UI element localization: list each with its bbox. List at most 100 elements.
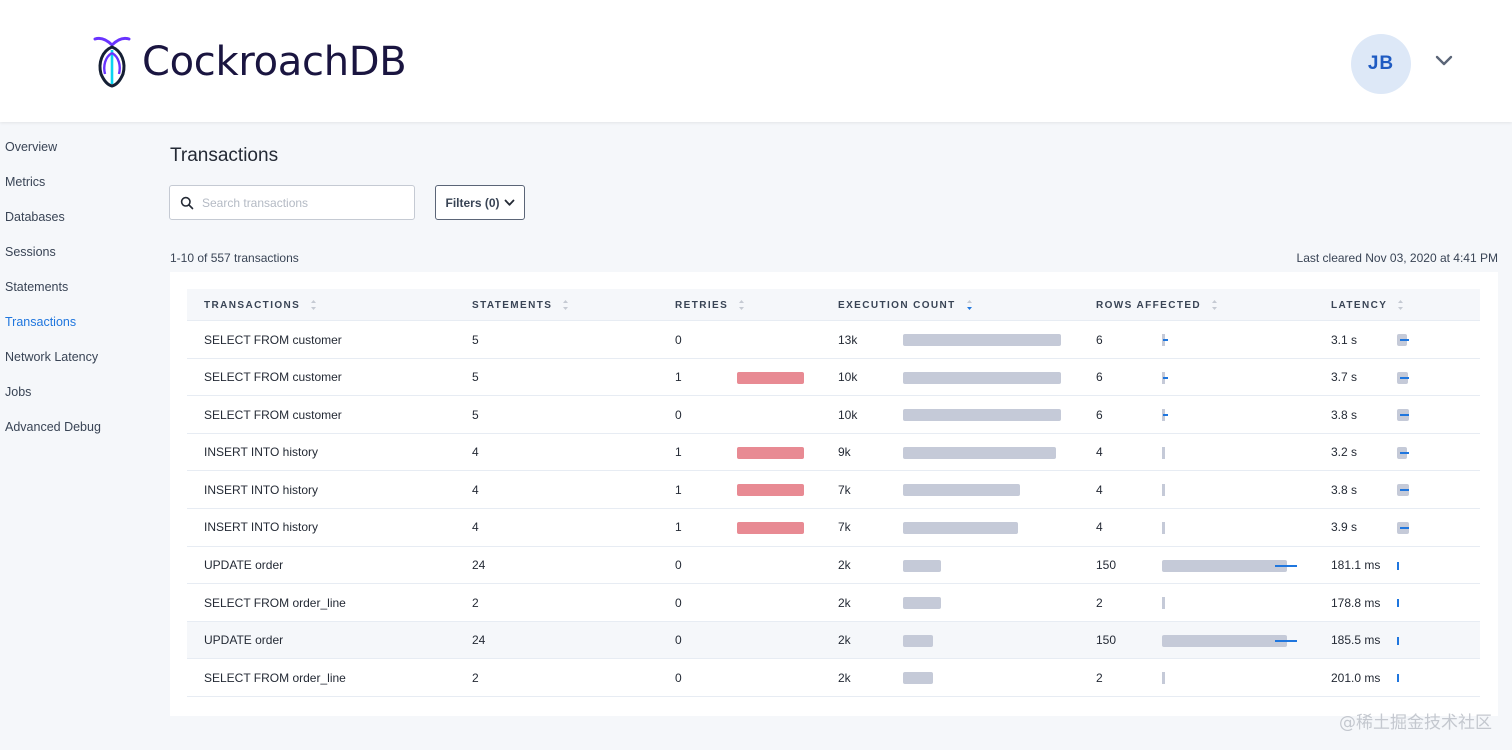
table-body: SELECT FROM customer 5 0 13k 6 3.1 s SELECT FR… <box>187 321 1480 697</box>
retries-bar <box>737 484 804 497</box>
sidebar-item-sessions[interactable]: Sessions <box>5 245 56 259</box>
table-row[interactable]: SELECT FROM customer 5 0 13k 6 3.1 s <box>187 321 1480 359</box>
sidebar-item-network-latency[interactable]: Network Latency <box>5 350 99 364</box>
sidebar-item-advanced-debug[interactable]: Advanced Debug <box>5 420 101 434</box>
page-title: Transactions <box>170 145 279 166</box>
transactions-table: TRANSACTIONS STATEMENTS RETRIES EXECUTIO… <box>187 289 1480 697</box>
rows-affected-variance-tick <box>1275 564 1297 567</box>
transaction-name: INSERT INTO history <box>204 445 319 460</box>
sidebar-item-metrics[interactable]: Metrics <box>5 175 46 189</box>
retries-count: 1 <box>675 482 682 497</box>
column-header-latency[interactable]: LATENCY <box>1331 289 1404 321</box>
latency-value: 185.5 ms <box>1331 633 1381 648</box>
statements-count: 5 <box>472 332 479 347</box>
execution-count: 2k <box>838 633 851 648</box>
chevron-down-icon <box>504 199 514 206</box>
retries-count: 1 <box>675 520 682 535</box>
latency-bar <box>1397 636 1399 645</box>
retries-count: 0 <box>675 670 682 685</box>
top-header: CockroachDB JB <box>0 0 1512 122</box>
rows-affected-value: 2 <box>1096 670 1103 685</box>
search-input[interactable] <box>202 195 402 210</box>
sort-descending-icon <box>966 300 972 310</box>
sort-icon <box>311 300 317 310</box>
rows-affected-variance-tick <box>1163 339 1168 341</box>
transactions-card: TRANSACTIONS STATEMENTS RETRIES EXECUTIO… <box>170 272 1498 716</box>
latency-bar <box>1397 599 1399 608</box>
table-header: TRANSACTIONS STATEMENTS RETRIES EXECUTIO… <box>187 289 1480 321</box>
sidebar-item-jobs[interactable]: Jobs <box>5 385 32 399</box>
retries-count: 0 <box>675 595 682 610</box>
table-row[interactable]: SELECT FROM order_line 2 0 2k 2 201.0 ms <box>187 659 1480 697</box>
execution-count-bar <box>903 559 941 572</box>
rows-affected-value: 150 <box>1096 633 1117 648</box>
execution-count-bar <box>903 446 1056 459</box>
transaction-name: INSERT INTO history <box>204 482 319 497</box>
retries-bar <box>737 521 804 534</box>
transaction-name: SELECT FROM customer <box>204 332 342 347</box>
table-row[interactable]: INSERT INTO history 4 1 7k 4 3.9 s <box>187 509 1480 547</box>
sidebar-item-databases[interactable]: Databases <box>5 210 65 224</box>
table-row[interactable]: UPDATE order 24 0 2k 150 181.1 ms <box>187 547 1480 585</box>
sort-icon <box>1398 300 1404 310</box>
table-row[interactable]: INSERT INTO history 4 1 9k 4 3.2 s <box>187 434 1480 472</box>
latency-variance-tick <box>1400 376 1409 379</box>
retries-count: 0 <box>675 332 682 347</box>
sidebar-item-transactions[interactable]: Transactions <box>5 315 77 329</box>
watermark-text: @稀土掘金技术社区 <box>1339 713 1492 733</box>
rows-affected-bar <box>1162 672 1165 685</box>
retries-count: 1 <box>675 445 682 460</box>
latency-value: 3.7 s <box>1331 370 1358 385</box>
execution-count: 7k <box>838 520 851 535</box>
rows-affected-value: 6 <box>1096 407 1103 422</box>
statements-count: 5 <box>472 370 479 385</box>
rows-affected-value: 6 <box>1096 370 1103 385</box>
latency-bar <box>1397 561 1399 570</box>
execution-count-bar <box>903 634 933 647</box>
table-row[interactable]: SELECT FROM customer 5 0 10k 6 3.8 s <box>187 396 1480 434</box>
filters-button[interactable]: Filters (0) <box>435 185 525 220</box>
statements-count: 2 <box>472 595 479 610</box>
transaction-name: SELECT FROM customer <box>204 370 342 385</box>
latency-variance-tick <box>1400 451 1409 454</box>
rows-affected-bar <box>1162 597 1165 610</box>
column-header-statements[interactable]: STATEMENTS <box>472 289 569 321</box>
execution-count-bar <box>903 334 1061 346</box>
rows-affected-value: 4 <box>1096 445 1103 460</box>
rows-affected-value: 150 <box>1096 558 1117 573</box>
table-row[interactable]: SELECT FROM order_line 2 0 2k 2 178.8 ms <box>187 584 1480 622</box>
table-row[interactable]: SELECT FROM customer 5 1 10k 6 3.7 s <box>187 359 1480 397</box>
column-header-transactions[interactable]: TRANSACTIONS <box>204 289 317 321</box>
retries-bar <box>737 371 804 384</box>
transaction-name: SELECT FROM customer <box>204 407 342 422</box>
chevron-down-icon[interactable] <box>1434 54 1454 68</box>
filters-label: Filters (0) <box>445 195 500 210</box>
statements-count: 24 <box>472 558 486 573</box>
search-box[interactable] <box>169 185 415 220</box>
transactions-count: 1-10 of 557 transactions <box>170 251 299 265</box>
execution-count-bar <box>903 484 1020 497</box>
column-header-rows-affected[interactable]: ROWS AFFECTED <box>1096 289 1218 321</box>
latency-value: 201.0 ms <box>1331 670 1381 685</box>
column-header-retries[interactable]: RETRIES <box>675 289 745 321</box>
statements-count: 2 <box>472 670 479 685</box>
cockroachdb-logo[interactable]: CockroachDB <box>92 36 407 88</box>
cockroach-logo-icon <box>93 36 131 88</box>
sort-icon <box>1212 300 1218 310</box>
transaction-name: UPDATE order <box>204 633 284 648</box>
rows-affected-variance-tick <box>1163 414 1168 417</box>
latency-value: 3.9 s <box>1331 520 1358 535</box>
table-row[interactable]: INSERT INTO history 4 1 7k 4 3.8 s <box>187 471 1480 509</box>
transaction-name: SELECT FROM order_line <box>204 595 346 610</box>
table-row[interactable]: UPDATE order 24 0 2k 150 185.5 ms <box>187 621 1480 660</box>
latency-value: 3.2 s <box>1331 445 1358 460</box>
user-avatar[interactable]: JB <box>1351 34 1411 94</box>
column-header-execution-count[interactable]: EXECUTION COUNT <box>838 289 973 321</box>
rows-affected-bar <box>1162 521 1165 534</box>
sidebar-item-overview[interactable]: Overview <box>5 140 58 154</box>
sidebar-item-statements[interactable]: Statements <box>5 280 69 294</box>
sort-icon <box>563 300 569 310</box>
execution-count: 10k <box>838 370 858 385</box>
brand-name: CockroachDB <box>142 39 407 85</box>
rows-affected-variance-tick <box>1275 639 1297 642</box>
